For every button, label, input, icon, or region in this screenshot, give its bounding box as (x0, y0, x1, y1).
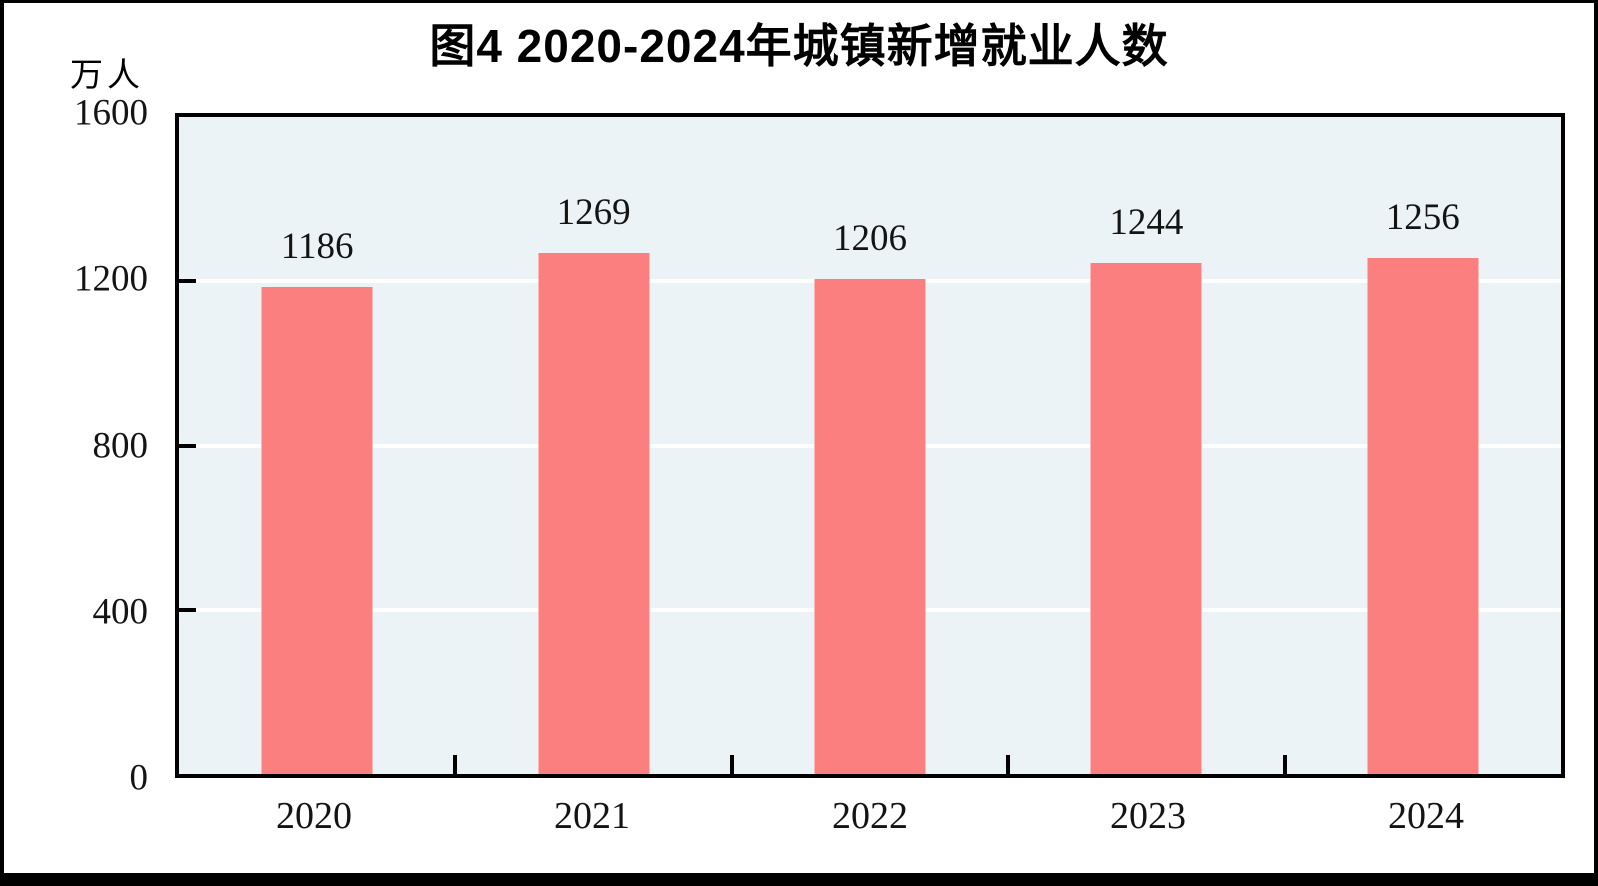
y-tick-mark (179, 443, 196, 448)
bar-2021 (538, 252, 650, 774)
frame-border-top (0, 0, 1598, 3)
x-tick-mark (1006, 755, 1011, 774)
bar-value-label: 1244 (1109, 202, 1184, 244)
x-axis-labels: 2020 2021 2022 2023 2024 (175, 797, 1565, 847)
frame-border-right (1594, 0, 1598, 886)
bar-2022 (814, 278, 926, 774)
frame-border-bottom (0, 873, 1598, 886)
x-tick-label: 2024 (1388, 795, 1464, 837)
bar-2024 (1367, 258, 1479, 774)
y-tick-label: 1200 (74, 258, 148, 300)
y-tick-label: 400 (92, 591, 149, 633)
bar-2020 (261, 287, 373, 774)
x-tick-label: 2020 (276, 795, 352, 837)
y-axis-labels: 0 400 800 1200 1600 (0, 95, 149, 797)
x-tick-mark (453, 755, 458, 774)
x-tick-label: 2021 (554, 795, 630, 837)
frame-border-left (0, 0, 4, 886)
y-tick-label: 1600 (74, 92, 148, 134)
bar-value-label: 1206 (833, 217, 907, 259)
y-tick-mark (179, 279, 196, 284)
y-axis-unit-label: 万人 (70, 58, 144, 94)
bar-value-label: 1256 (1385, 197, 1460, 239)
x-tick-label: 2023 (1110, 795, 1186, 837)
x-tick-label: 2022 (832, 795, 908, 837)
x-tick-mark (1282, 755, 1287, 774)
plot-area: 1186 1269 1206 1244 1256 (175, 113, 1565, 778)
y-tick-mark (179, 607, 196, 612)
chart-title: 图4 2020-2024年城镇新增就业人数 (429, 20, 1169, 72)
x-tick-mark (729, 755, 734, 774)
y-tick-label: 0 (129, 757, 149, 799)
y-tick-label: 800 (92, 425, 149, 466)
bar-2023 (1090, 263, 1202, 774)
bar-value-label: 1186 (280, 226, 354, 267)
bar-value-label: 1269 (556, 191, 631, 233)
